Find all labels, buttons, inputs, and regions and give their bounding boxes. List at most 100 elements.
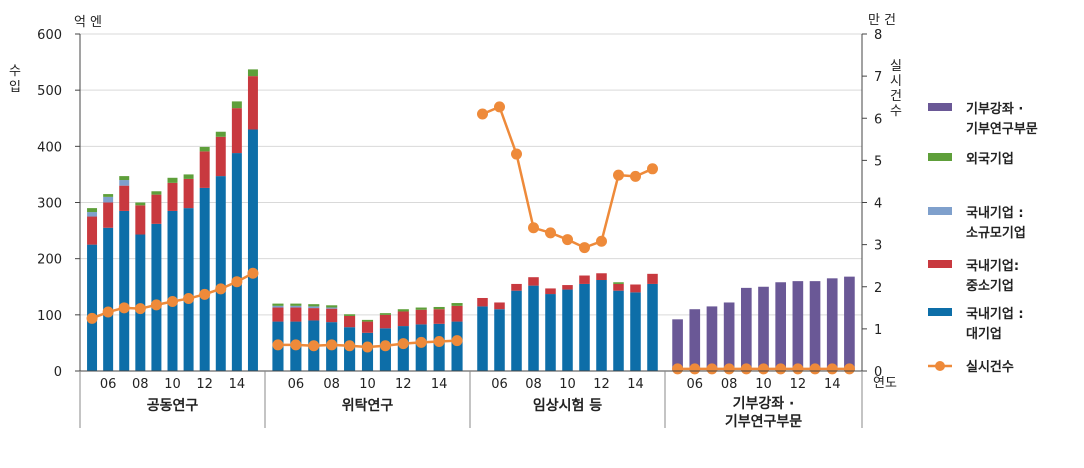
bar-segment-donation	[792, 281, 804, 371]
right-tick-label: 5	[874, 154, 882, 169]
bar-segment-small	[290, 305, 302, 308]
right-tick-label: 4	[874, 197, 882, 212]
bar-segment-large	[87, 244, 98, 371]
right-axis-title-char: 건	[890, 89, 902, 104]
legend-swatch-donation	[928, 103, 952, 111]
bar-segment-sme	[231, 108, 242, 154]
legend-label: 외국기업	[966, 151, 1014, 167]
right-axis-title-char: 시	[890, 74, 902, 89]
x-tick-label: 12	[395, 377, 412, 392]
bar-segment-sme	[199, 151, 210, 188]
cases-point	[433, 336, 445, 348]
cases-point	[231, 276, 243, 288]
bar-segment-sme	[87, 216, 98, 245]
bar-segment-sme	[167, 182, 178, 211]
bar-segment-large	[199, 187, 210, 371]
bar-segment-small	[87, 212, 98, 217]
bar-segment-sme	[545, 288, 556, 295]
cases-point	[215, 283, 227, 295]
cases-point	[672, 363, 684, 375]
left-axis-title-char: 입	[9, 80, 21, 95]
bar-segment-foreign	[119, 176, 130, 181]
cases-point	[689, 363, 701, 375]
cases-point	[272, 339, 284, 351]
bar-segment-sme	[494, 302, 505, 310]
x-tick-label: 12	[790, 377, 807, 392]
x-tick-label: 06	[491, 377, 508, 392]
right-axis-title-char: 실	[890, 59, 902, 74]
left-tick-label: 100	[37, 309, 62, 324]
bar-segment-large	[613, 290, 624, 371]
cases-point	[740, 363, 752, 375]
bar-segment-sme	[647, 273, 658, 284]
cases-point	[596, 235, 607, 247]
bar-segment-foreign	[167, 177, 178, 183]
bar-segment-large	[477, 306, 488, 371]
legend-swatch-small	[928, 207, 952, 215]
bar-segment-large	[119, 210, 130, 371]
bar-segment-sme	[361, 321, 374, 333]
bar-segment-sme	[630, 284, 641, 293]
cases-line	[482, 105, 654, 249]
bar-segment-foreign	[415, 307, 427, 310]
cases-point	[167, 295, 178, 307]
bar-segment-sme	[511, 283, 522, 291]
right-tick-label: 0	[874, 365, 882, 380]
bar-segment-foreign	[326, 305, 338, 308]
bar-segment-large	[579, 283, 590, 371]
bar-segment-large	[151, 223, 162, 371]
group-label: 임상시험 등	[533, 397, 602, 414]
bar-segment-foreign	[379, 313, 391, 315]
left-tick-label: 600	[37, 28, 62, 43]
bar-segment-sme	[103, 202, 114, 228]
right-tick-label: 6	[874, 112, 882, 127]
cases-point	[344, 340, 356, 352]
x-tick-label: 14	[229, 377, 246, 392]
cases-point	[809, 363, 821, 375]
bar-segment-large	[247, 129, 258, 371]
bar-segment-donation	[758, 286, 769, 371]
bar-segment-sme	[308, 308, 320, 321]
bar-segment-foreign	[433, 306, 445, 310]
cases-point	[379, 340, 391, 352]
cases-point	[102, 306, 114, 318]
x-tick-label: 12	[196, 377, 213, 392]
x-tick-label: 14	[431, 377, 448, 392]
bar-segment-foreign	[344, 314, 356, 316]
cases-point	[792, 363, 804, 375]
bar-segment-donation	[775, 282, 787, 371]
bar-segment-large	[511, 290, 522, 371]
legend-label: 기부연구부문	[966, 122, 1038, 137]
cases-point	[723, 363, 735, 375]
legend-label: 국내기업 :	[966, 205, 1024, 221]
bar-segment-large	[215, 176, 226, 371]
x-tick-label: 06	[288, 377, 305, 392]
cases-point	[247, 267, 259, 279]
bar-segment-sme	[613, 283, 624, 291]
bar-segment-large	[103, 227, 114, 371]
bar-segment-large	[647, 283, 658, 371]
cases-point	[528, 222, 539, 234]
bar-segment-sme	[119, 185, 130, 211]
left-unit-label: 억 엔	[74, 15, 102, 30]
bar-segment-donation	[689, 309, 701, 371]
bar-segment-foreign	[135, 202, 146, 206]
bar-segment-sme	[272, 307, 284, 322]
bar-segment-small	[103, 196, 114, 203]
group-label: 기부연구부문	[725, 414, 802, 430]
bar-segment-donation	[826, 278, 838, 371]
cases-point	[706, 363, 718, 375]
legend-label: 기부강좌 ·	[966, 101, 1023, 117]
bar-segment-foreign	[151, 191, 162, 195]
bar-segment-donation	[672, 319, 683, 371]
cases-point	[775, 363, 787, 375]
x-tick-label: 06	[686, 377, 703, 392]
axes	[75, 33, 867, 428]
bar-segment-large	[528, 285, 539, 371]
bar-segment-foreign	[613, 282, 624, 284]
bar-segment-sme	[379, 314, 391, 329]
x-tick-label: 10	[755, 377, 772, 392]
bar-segment-foreign	[103, 194, 114, 197]
